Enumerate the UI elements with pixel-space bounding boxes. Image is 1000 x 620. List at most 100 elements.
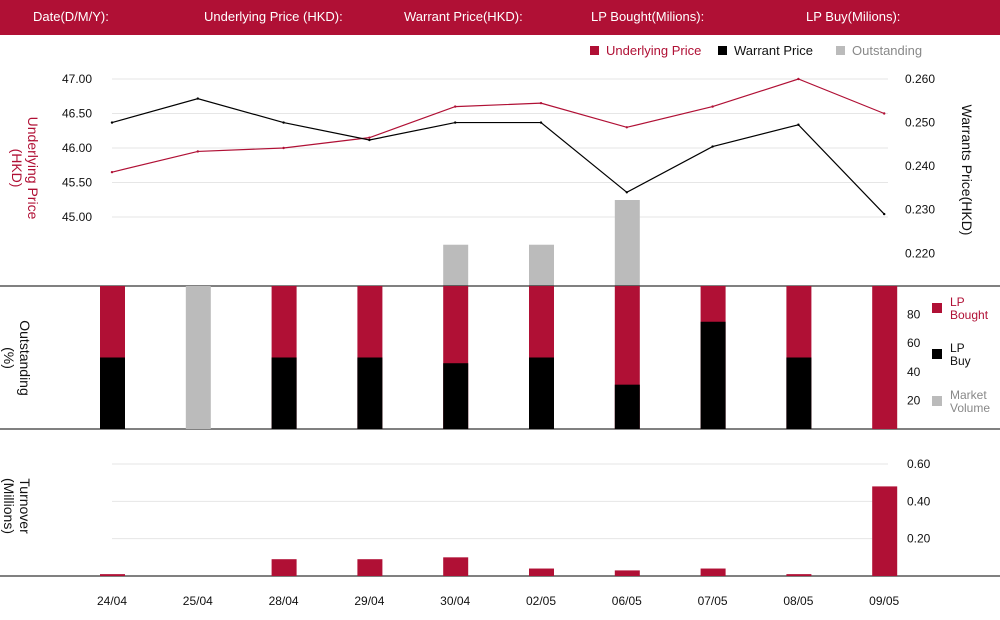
turnover-bar — [529, 568, 554, 576]
header-underlying-price-label: Underlying Price (HKD): — [204, 9, 343, 24]
warrant-price-point — [368, 138, 371, 142]
underlying-price-point — [625, 126, 628, 129]
turnover-bar — [872, 486, 898, 576]
turnover-bar — [100, 574, 125, 576]
legend-label: Underlying Price — [606, 43, 701, 58]
turnover-bar — [271, 559, 297, 576]
legend-swatch — [932, 349, 942, 359]
underlying-price-point — [110, 170, 114, 174]
x-axis-date-label: 29/04 — [354, 594, 384, 608]
outstanding-bar — [443, 244, 469, 286]
lp-buy-bar — [786, 357, 812, 429]
lp-buy-bar — [271, 357, 297, 429]
legend-label: Volume — [950, 401, 990, 415]
underlying-price-line — [111, 78, 885, 173]
turnover-axis-title-line: (Millions) — [1, 478, 17, 534]
market-volume-bar — [185, 286, 211, 429]
legend-label: Warrant Price — [734, 43, 813, 58]
underlying-price-axis-title: Underlying Price(HKD) — [9, 117, 41, 220]
x-axis-date-label: 02/05 — [526, 594, 556, 608]
turnover-bar — [357, 559, 383, 576]
price-right-tick-label: 0.250 — [905, 116, 935, 130]
outstanding-axis-title-line: Outstanding — [17, 320, 33, 396]
underlying-price-point — [539, 101, 543, 105]
warrant-price-point — [282, 121, 285, 124]
x-axis-date-label: 30/04 — [440, 594, 470, 608]
warrant-price-point — [110, 121, 114, 124]
lp-buy-bar — [100, 357, 125, 429]
warrant-price-point — [711, 145, 714, 148]
lp-buy-bar — [529, 357, 554, 429]
turnover-axis-title: Turnover(Millions) — [1, 478, 33, 534]
price-right-tick-label: 0.260 — [905, 72, 935, 86]
warrant-price-point — [196, 97, 199, 100]
underlying-price-point — [282, 146, 285, 150]
legend-swatch — [590, 46, 599, 55]
lp-buy-bar — [614, 384, 640, 429]
header-lp-bought-label: LP Bought(Milions): — [591, 9, 705, 24]
legend-swatch — [932, 396, 942, 406]
underlying-price-point — [454, 105, 457, 108]
x-axis-date-label: 28/04 — [269, 594, 299, 608]
price-left-tick-label: 45.00 — [62, 210, 92, 224]
turnover-axis-title-line: Turnover — [17, 478, 33, 534]
x-axis-date-label: 07/05 — [698, 594, 728, 608]
lp-bought-bar — [872, 286, 898, 429]
turnover-tick-label: 0.60 — [907, 457, 931, 471]
outstanding-tick-label: 60 — [907, 336, 921, 350]
underlying-price-axis-title-line: Underlying Price — [25, 117, 41, 220]
warrant-price-point — [883, 212, 886, 216]
lp-buy-bar — [700, 321, 726, 429]
legend-label: Market — [950, 388, 987, 402]
legend-swatch — [836, 46, 845, 55]
underlying-price-point — [797, 77, 800, 81]
price-right-tick-label: 0.240 — [905, 159, 935, 173]
price-left-tick-label: 47.00 — [62, 72, 92, 86]
underlying-price-axis-title-line: (HKD) — [9, 149, 25, 188]
lp-buy-bar — [443, 363, 469, 429]
header-warrant-price-label: Warrant Price(HKD): — [404, 9, 523, 24]
x-axis-date-label: 08/05 — [783, 594, 813, 608]
legend-label: Outstanding — [852, 43, 922, 58]
warrant-price-point — [539, 121, 543, 124]
outstanding-axis-title-line: (%) — [1, 347, 17, 369]
chart-area: 47.00 46.50 46.00 45.50 45.00 0.260 0.250 0.240… — [0, 43, 1000, 608]
outstanding-tick-label: 20 — [907, 393, 921, 407]
underlying-price-point — [883, 112, 886, 115]
warrant-price-axis-title: Warrants Price(HKD) — [959, 105, 975, 236]
warrant-price-line — [111, 97, 885, 215]
price-right-tick-label: 0.230 — [905, 203, 935, 217]
underlying-price-point — [711, 105, 714, 108]
x-axis-date-label: 24/04 — [97, 594, 127, 608]
x-axis-date-label: 09/05 — [869, 594, 899, 608]
header-bar: Date(D/M/Y): Underlying Price (HKD): War… — [0, 0, 1000, 35]
legend-label: LP — [950, 341, 965, 355]
turnover-bar — [786, 574, 812, 576]
header-lp-buy-label: LP Buy(Milions): — [806, 9, 901, 24]
legend-label: LP — [950, 295, 965, 309]
turnover-bar — [443, 557, 469, 576]
x-axis-date-label: 06/05 — [612, 594, 642, 608]
legend-label: Buy — [950, 354, 971, 368]
outstanding-bar — [614, 200, 640, 286]
warrant-price-point — [797, 123, 800, 126]
legend-swatch — [718, 46, 727, 55]
lp-buy-bar — [357, 357, 383, 429]
header-date-label: Date(D/M/Y): — [33, 9, 109, 24]
price-right-tick-label: 0.220 — [905, 246, 935, 260]
turnover-bar — [614, 570, 640, 576]
outstanding-bar — [529, 244, 554, 286]
warrant-price-point — [454, 121, 457, 124]
turnover-tick-label: 0.20 — [907, 532, 931, 546]
price-left-tick-label: 46.00 — [62, 141, 92, 155]
price-left-tick-label: 45.50 — [62, 176, 92, 190]
turnover-bar — [700, 568, 726, 576]
x-axis-date-label: 25/04 — [183, 594, 213, 608]
price-left-tick-label: 46.50 — [62, 107, 92, 121]
underlying-price-point — [196, 150, 199, 153]
legend-label: Bought — [950, 308, 989, 322]
underlying-price-point — [368, 136, 371, 139]
warrant-price-point — [625, 191, 628, 194]
outstanding-tick-label: 40 — [907, 365, 921, 379]
turnover-tick-label: 0.40 — [907, 494, 931, 508]
